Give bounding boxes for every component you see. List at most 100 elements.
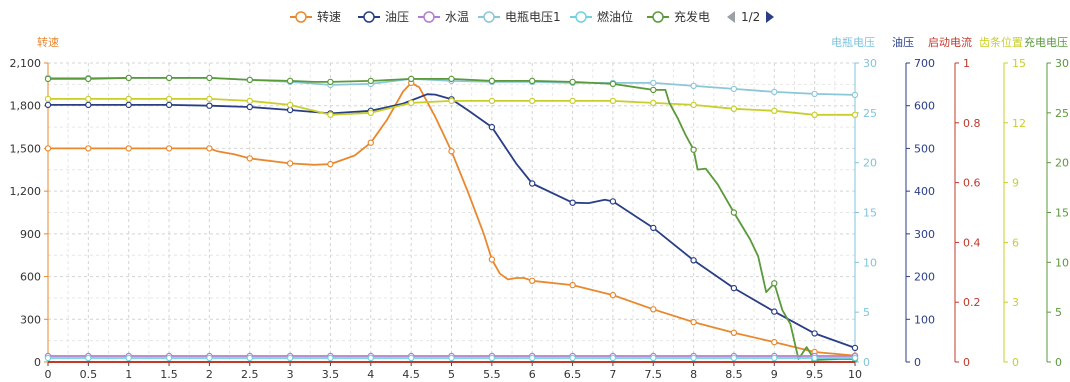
data-point[interactable] xyxy=(286,101,294,109)
data-point[interactable] xyxy=(650,99,657,107)
data-point[interactable] xyxy=(771,354,778,362)
data-point[interactable] xyxy=(367,354,374,362)
data-point[interactable] xyxy=(569,354,576,362)
data-point[interactable] xyxy=(771,308,778,315)
data-point[interactable] xyxy=(730,105,738,113)
data-point[interactable] xyxy=(488,77,496,85)
data-point[interactable] xyxy=(165,354,173,362)
data-point[interactable] xyxy=(690,146,697,153)
data-point[interactable] xyxy=(569,281,576,289)
data-point[interactable] xyxy=(569,78,576,86)
data-point[interactable] xyxy=(44,95,52,103)
data-point[interactable] xyxy=(367,139,374,146)
legend-item[interactable]: 水温 xyxy=(418,10,469,24)
legend-item[interactable]: 充发电 xyxy=(647,9,710,24)
legend-item[interactable]: 转速 xyxy=(290,9,341,24)
data-point[interactable] xyxy=(811,354,818,362)
data-point[interactable] xyxy=(327,160,334,168)
data-point[interactable] xyxy=(448,75,455,83)
data-point[interactable] xyxy=(771,107,778,115)
data-point[interactable] xyxy=(408,99,415,107)
data-point[interactable] xyxy=(690,318,697,326)
data-point[interactable] xyxy=(488,354,496,362)
data-point[interactable] xyxy=(367,109,374,117)
data-point[interactable] xyxy=(327,354,334,362)
legend-next-page-icon[interactable] xyxy=(766,11,774,23)
data-point[interactable] xyxy=(569,199,576,206)
data-point[interactable] xyxy=(771,88,778,96)
data-point[interactable] xyxy=(730,284,738,292)
data-point[interactable] xyxy=(286,77,294,85)
data-point[interactable] xyxy=(529,77,536,85)
data-point[interactable] xyxy=(44,354,52,362)
data-point[interactable] xyxy=(730,85,738,93)
data-point[interactable] xyxy=(85,354,92,362)
data-point[interactable] xyxy=(246,103,253,111)
data-point[interactable] xyxy=(165,101,173,109)
data-point[interactable] xyxy=(811,90,818,98)
legend-prev-page-icon[interactable] xyxy=(727,11,735,23)
data-point[interactable] xyxy=(125,354,132,362)
data-point[interactable] xyxy=(811,330,818,337)
data-point[interactable] xyxy=(488,123,496,131)
data-point[interactable] xyxy=(327,111,334,119)
data-point[interactable] xyxy=(125,74,132,82)
data-point[interactable] xyxy=(85,145,92,152)
data-point[interactable] xyxy=(650,86,657,94)
data-point[interactable] xyxy=(569,97,576,105)
legend-item[interactable]: 油压 xyxy=(358,10,409,24)
data-point[interactable] xyxy=(690,257,697,264)
data-point[interactable] xyxy=(690,354,697,362)
data-point[interactable] xyxy=(609,291,617,299)
legend-item[interactable]: 电瓶电压1 xyxy=(478,10,561,24)
data-point[interactable] xyxy=(650,224,657,232)
data-point[interactable] xyxy=(206,74,213,82)
legend-item[interactable]: 燃油位 xyxy=(570,9,633,24)
data-point[interactable] xyxy=(408,354,415,362)
data-point[interactable] xyxy=(690,101,697,109)
data-point[interactable] xyxy=(730,354,738,362)
data-point[interactable] xyxy=(488,97,496,105)
data-point[interactable] xyxy=(44,75,52,83)
data-point[interactable] xyxy=(851,344,859,352)
data-point[interactable] xyxy=(609,80,617,88)
data-point[interactable] xyxy=(851,111,859,119)
data-point[interactable] xyxy=(650,306,657,313)
data-point[interactable] xyxy=(771,338,778,346)
data-point[interactable] xyxy=(206,102,213,109)
data-point[interactable] xyxy=(448,354,455,362)
data-point[interactable] xyxy=(730,329,738,336)
data-point[interactable] xyxy=(125,145,132,152)
data-point[interactable] xyxy=(246,155,253,162)
data-point[interactable] xyxy=(488,256,496,263)
data-point[interactable] xyxy=(448,148,455,155)
data-point[interactable] xyxy=(811,111,818,119)
data-point[interactable] xyxy=(771,280,778,287)
data-point[interactable] xyxy=(408,75,415,83)
data-point[interactable] xyxy=(165,74,173,82)
data-point[interactable] xyxy=(44,101,52,109)
data-point[interactable] xyxy=(367,77,374,85)
data-point[interactable] xyxy=(730,209,738,216)
data-point[interactable] xyxy=(44,145,52,152)
data-point[interactable] xyxy=(529,97,536,105)
data-point[interactable] xyxy=(206,95,213,103)
data-point[interactable] xyxy=(206,354,213,362)
data-point[interactable] xyxy=(851,354,859,362)
data-point[interactable] xyxy=(85,95,92,103)
data-point[interactable] xyxy=(286,106,294,114)
data-point[interactable] xyxy=(529,354,536,362)
data-point[interactable] xyxy=(85,75,92,83)
data-point[interactable] xyxy=(448,97,455,105)
data-point[interactable] xyxy=(286,354,294,362)
data-point[interactable] xyxy=(650,354,657,362)
data-point[interactable] xyxy=(125,101,132,109)
data-point[interactable] xyxy=(206,145,213,152)
data-point[interactable] xyxy=(165,95,173,103)
data-point[interactable] xyxy=(246,76,253,84)
data-point[interactable] xyxy=(529,277,536,284)
data-point[interactable] xyxy=(286,160,294,167)
data-point[interactable] xyxy=(650,79,657,87)
data-point[interactable] xyxy=(609,97,617,105)
data-point[interactable] xyxy=(690,82,697,90)
